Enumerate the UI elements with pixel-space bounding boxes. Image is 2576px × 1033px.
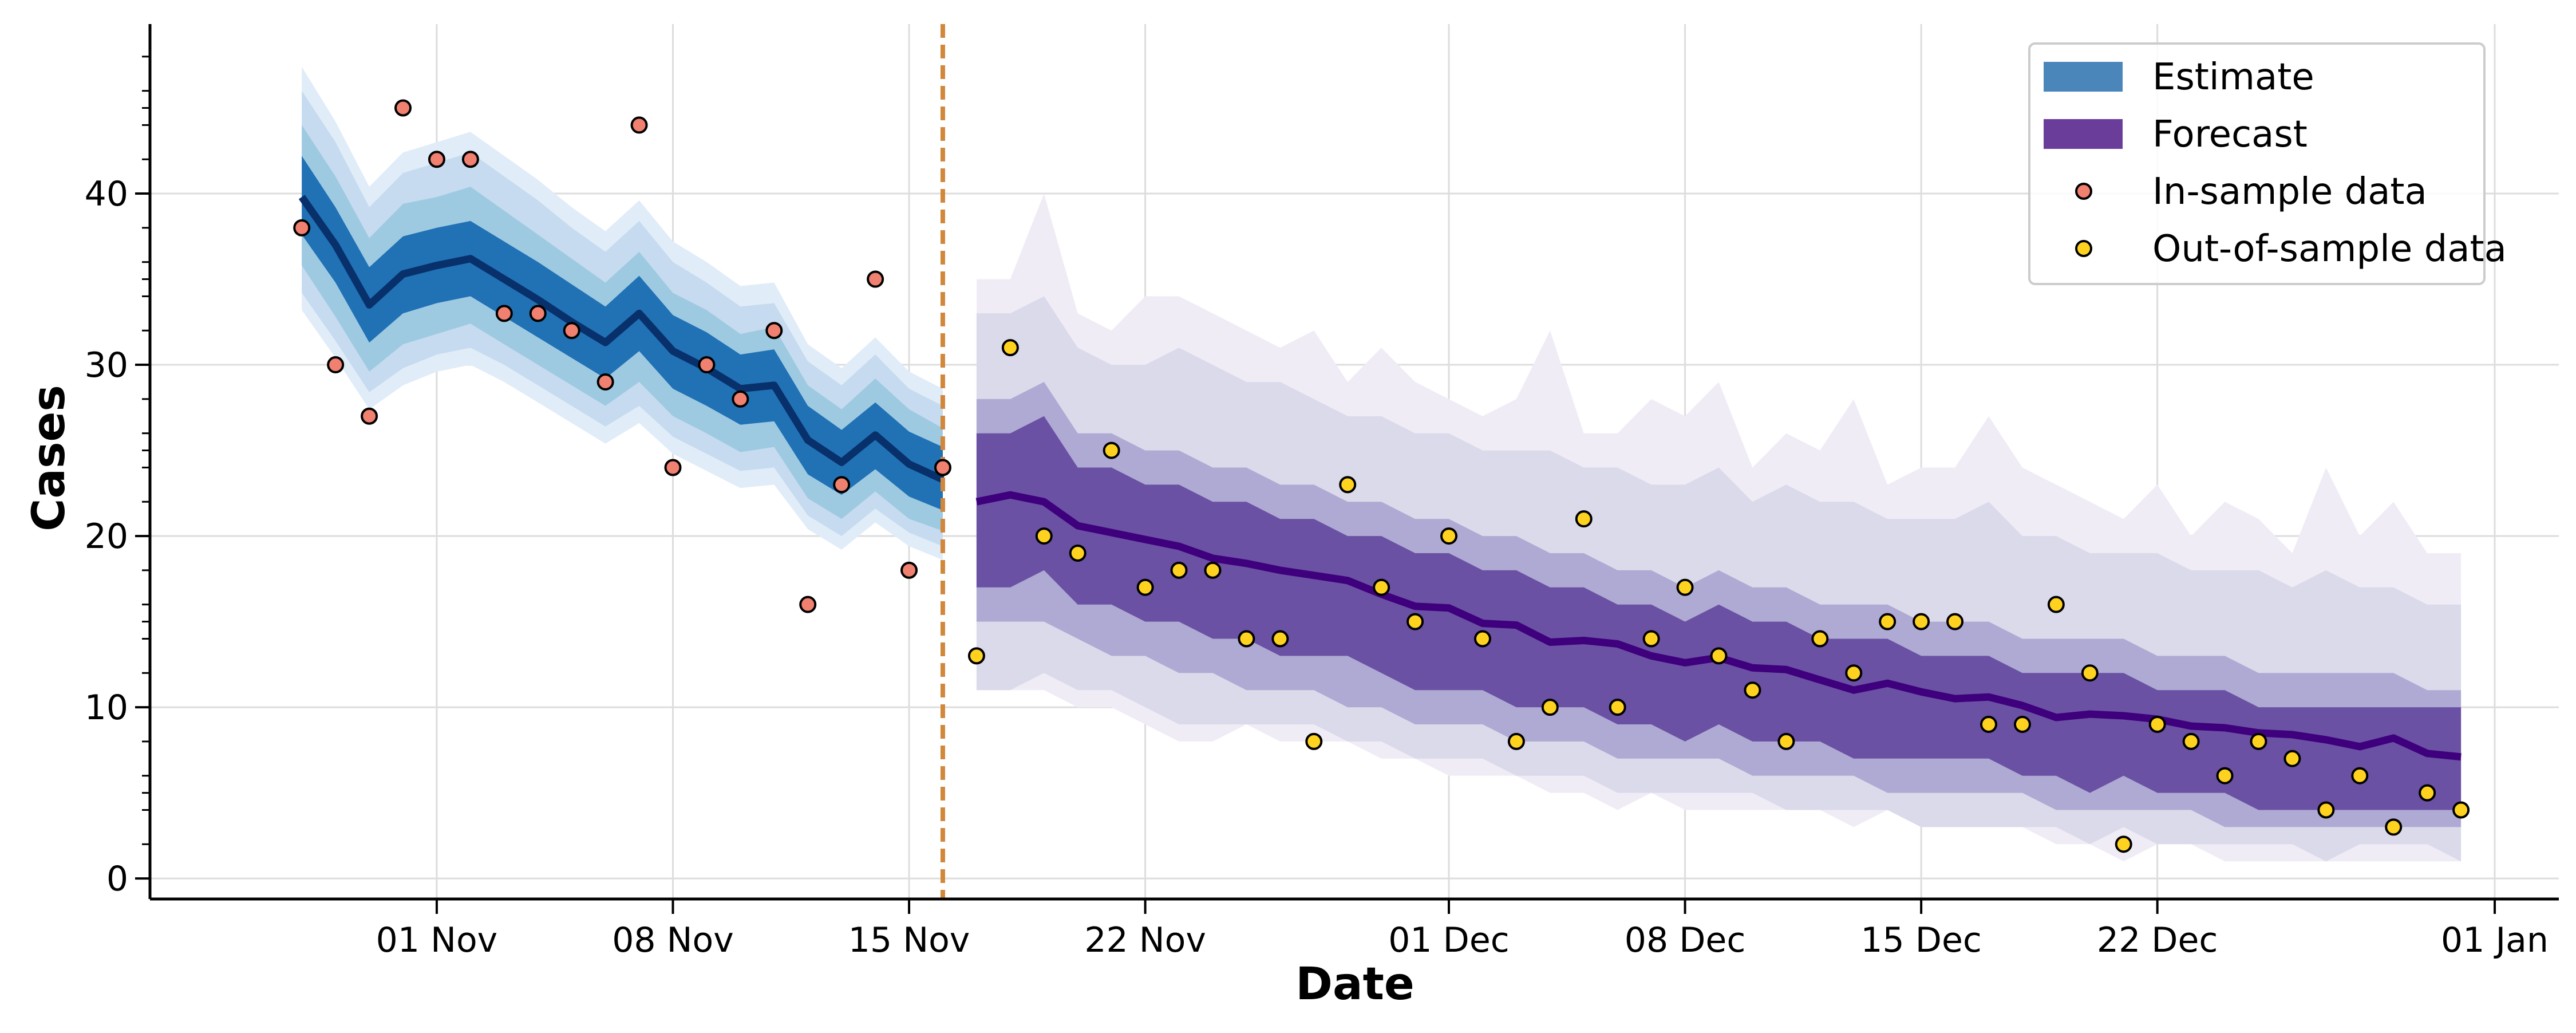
out-of-sample-point (1339, 476, 1357, 494)
out-of-sample-point (967, 647, 985, 665)
out-of-sample-point (1879, 613, 1897, 630)
out-of-sample-point (1305, 732, 1323, 750)
in-sample-point (732, 390, 749, 408)
legend-marker-in-sample (2075, 183, 2092, 200)
in-sample-point (495, 305, 513, 322)
tick-labels: 0 10 20 30 40 01 Nov 08 Nov 15 Nov 22 Nov 01 Dec 0… (85, 174, 2549, 960)
in-sample-point (799, 596, 817, 613)
estimate-band-4 (302, 156, 943, 511)
out-of-sample-point (1845, 664, 1863, 682)
legend-label-out-of-sample: Out-of-sample data (2152, 228, 2507, 270)
in-sample-point (934, 459, 951, 476)
out-of-sample-point (1710, 647, 1728, 665)
out-of-sample-point (1913, 613, 1930, 630)
out-of-sample-point (1271, 630, 1289, 648)
out-of-sample-point (1946, 613, 1964, 630)
in-sample-point (765, 322, 783, 340)
x-tick-label: 01 Jan (2441, 920, 2549, 960)
y-tick-label: 30 (85, 345, 128, 385)
out-of-sample-point (2013, 715, 2031, 733)
in-sample-point (900, 561, 918, 579)
y-axis-title: Cases (23, 385, 75, 531)
in-sample-point (529, 305, 547, 322)
out-of-sample-point (1440, 527, 1458, 545)
in-sample-point (596, 373, 614, 391)
data-points (293, 99, 2470, 853)
out-of-sample-point (1541, 699, 1559, 716)
in-sample-point (428, 151, 445, 168)
x-tick-label: 01 Dec (1388, 920, 1510, 960)
out-of-sample-point (2351, 767, 2369, 784)
x-tick-label: 01 Nov (376, 920, 498, 960)
in-sample-point (630, 116, 648, 134)
y-tick-label: 0 (106, 859, 128, 899)
x-tick-label: 08 Nov (612, 920, 734, 960)
x-tick-label: 08 Dec (1625, 920, 1746, 960)
in-sample-point (833, 476, 851, 494)
legend-swatch-forecast (2044, 119, 2123, 149)
legend-label-in-sample: In-sample data (2152, 171, 2427, 213)
out-of-sample-point (2216, 767, 2234, 784)
out-of-sample-point (1001, 339, 1019, 357)
y-tick-label: 20 (85, 516, 128, 557)
out-of-sample-point (1676, 578, 1694, 596)
out-of-sample-point (2115, 835, 2132, 853)
out-of-sample-point (1609, 699, 1626, 716)
y-tick-label: 10 (85, 688, 128, 728)
legend-swatch-estimate (2044, 62, 2123, 92)
legend-label-estimate: Estimate (2152, 56, 2314, 98)
legend-frame (2028, 42, 2486, 285)
legend: Estimate Forecast In-sample data Out-of-… (2028, 42, 2507, 285)
out-of-sample-point (1777, 732, 1795, 750)
in-sample-point (394, 99, 412, 117)
out-of-sample-point (1406, 613, 1424, 630)
in-sample-point (361, 407, 378, 425)
in-sample-point (867, 270, 884, 288)
out-of-sample-point (1642, 630, 1660, 648)
out-of-sample-point (2385, 818, 2403, 836)
in-sample-point (664, 459, 682, 476)
out-of-sample-point (1507, 732, 1525, 750)
legend-marker-out-of-sample (2075, 240, 2092, 257)
out-of-sample-point (2419, 784, 2436, 802)
out-of-sample-point (2250, 732, 2267, 750)
forecast-bands (976, 194, 2462, 862)
x-axis-title: Date (1295, 959, 1415, 1010)
out-of-sample-point (1170, 561, 1188, 579)
in-sample-point (327, 356, 345, 374)
out-of-sample-point (1035, 527, 1053, 545)
out-of-sample-point (1811, 630, 1829, 648)
out-of-sample-point (1069, 544, 1086, 562)
out-of-sample-point (2182, 732, 2200, 750)
out-of-sample-point (1103, 441, 1120, 459)
x-tick-label: 22 Nov (1084, 920, 1206, 960)
out-of-sample-point (2148, 715, 2166, 733)
out-of-sample-point (1373, 578, 1390, 596)
in-sample-point (461, 151, 479, 168)
out-of-sample-point (2283, 750, 2301, 767)
out-of-sample-point (2317, 801, 2335, 819)
in-sample-point (563, 322, 580, 340)
axes (135, 24, 2559, 914)
x-tick-label: 22 Dec (2097, 920, 2218, 960)
estimate-median-line (298, 195, 945, 483)
in-sample-point (293, 219, 311, 236)
in-sample-point (698, 356, 716, 374)
out-of-sample-point (2452, 801, 2470, 819)
out-of-sample-point (2081, 664, 2099, 682)
out-of-sample-point (1204, 561, 1222, 579)
out-of-sample-point (1744, 681, 1761, 699)
out-of-sample-point (1575, 510, 1593, 528)
x-tick-label: 15 Dec (1860, 920, 1982, 960)
legend-label-forecast: Forecast (2152, 113, 2308, 156)
out-of-sample-point (1136, 578, 1154, 596)
out-of-sample-point (2047, 596, 2065, 613)
y-tick-label: 40 (85, 174, 128, 214)
out-of-sample-point (1238, 630, 1255, 648)
out-of-sample-point (1473, 630, 1491, 648)
out-of-sample-point (1980, 715, 1997, 733)
x-tick-label: 15 Nov (848, 920, 970, 960)
